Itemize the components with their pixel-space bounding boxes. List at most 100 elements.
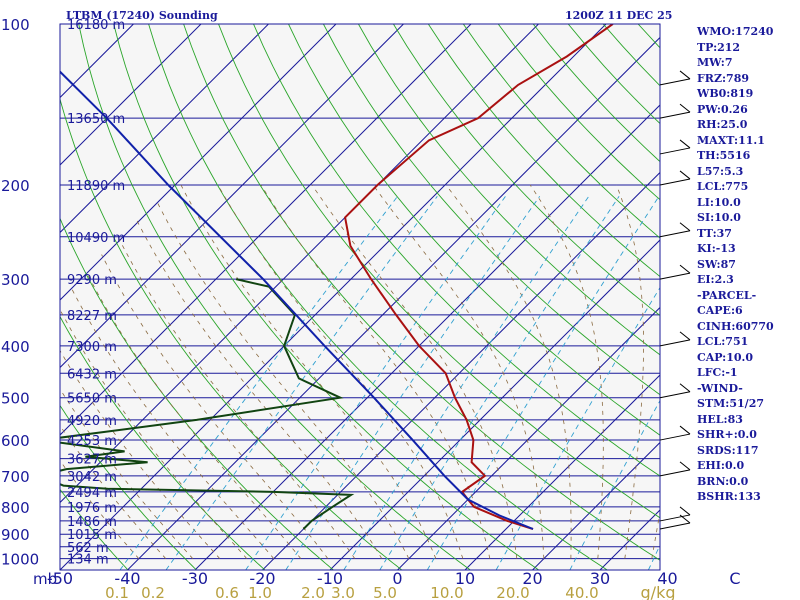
isotherm-line xyxy=(60,24,607,570)
plot-area xyxy=(60,24,660,570)
wind-barb-flag xyxy=(679,170,691,180)
stats-panel: WMO:17240 TP:212 MW:7 FRZ:789 WB0:819 PW:0.26… xyxy=(697,24,774,505)
stat-line: LFC:-1 xyxy=(697,366,738,379)
stat-line: KI:-13 xyxy=(697,242,736,255)
temperature-tick-label: 40 xyxy=(657,569,677,588)
height-label: 3627 m xyxy=(67,453,117,468)
dry-adiabat-line xyxy=(358,24,660,356)
mixing-ratio-tick-label: 0.2 xyxy=(141,584,165,600)
wind-barb xyxy=(659,339,691,347)
stat-line: BSHR:133 xyxy=(697,490,761,503)
dry-adiabat-line xyxy=(60,315,266,570)
stat-line: RH:25.0 xyxy=(697,118,748,131)
wind-barb xyxy=(659,514,691,522)
mixing-ratio-line xyxy=(379,196,620,570)
wind-barb-flag xyxy=(679,383,691,393)
isotherm-line xyxy=(532,441,660,570)
temperature-tick-label: 10 xyxy=(455,569,475,588)
pressure-tick-label: 1000 xyxy=(1,551,39,569)
mixing-ratio-tick-label: 3.0 xyxy=(331,584,355,600)
temperature-tick-label: 30 xyxy=(590,569,610,588)
mixing-ratio-line xyxy=(569,399,660,570)
moist-adiabat-line xyxy=(60,459,140,559)
stat-line: TH:5516 xyxy=(697,149,751,162)
height-label: 10490 m xyxy=(67,231,125,246)
height-label: 5650 m xyxy=(67,392,117,407)
dry-adiabat-line xyxy=(253,24,660,477)
moist-adiabat-line xyxy=(217,184,464,559)
wind-barb-flag xyxy=(679,461,691,471)
height-label: 4253 m xyxy=(67,434,117,449)
stat-line: SRDS:117 xyxy=(697,443,759,457)
wind-barb-flag xyxy=(679,506,691,516)
wind-barb xyxy=(659,272,691,280)
mixing-ratio-tick-label: 5.0 xyxy=(373,584,397,600)
wind-barb-flag xyxy=(679,425,691,435)
pressure-tick-label: 200 xyxy=(1,177,30,195)
mixing-ratio-line xyxy=(285,196,541,570)
height-label: 562 m xyxy=(67,541,109,556)
height-label: 1015 m xyxy=(67,528,117,543)
temperature-tick-label: C xyxy=(729,569,740,588)
isotherm-line xyxy=(329,239,660,570)
wind-barb xyxy=(659,178,691,186)
moist-adiabat-line xyxy=(372,184,545,559)
isotherm-line xyxy=(60,24,202,166)
stat-line: MW:7 xyxy=(697,56,733,69)
pressure-unit-label: mb xyxy=(33,570,57,588)
stat-line: CAP:10.0 xyxy=(697,350,754,364)
mixing-ratio-line xyxy=(119,196,398,570)
mixing-ratio-tick-label: 1.0 xyxy=(248,584,272,600)
wind-barb xyxy=(659,111,691,119)
mixing-ratio-tick-label: 20.0 xyxy=(496,584,529,600)
height-label: 3042 m xyxy=(67,470,117,485)
isotherm-line xyxy=(60,24,337,301)
mixing-ratio-tick-label: 2.0 xyxy=(301,584,325,600)
height-label: 11890 m xyxy=(67,179,125,194)
temperature-tick-label: -30 xyxy=(182,569,208,588)
height-label: 9290 m xyxy=(67,273,117,288)
dry-adiabat-line xyxy=(323,24,660,396)
temperature-tick-label: 0 xyxy=(392,569,402,588)
height-label: 134 m xyxy=(67,553,109,568)
wind-barb-flag xyxy=(679,222,691,232)
wind-barb xyxy=(659,230,691,238)
pressure-tick-label: 500 xyxy=(1,390,30,408)
mixing-ratio-tick-label: 10.0 xyxy=(430,584,463,600)
dry-adiabat-line xyxy=(60,404,197,570)
dry-adiabat-line xyxy=(78,24,471,570)
height-label: 1976 m xyxy=(67,501,117,516)
height-label: 7300 m xyxy=(67,340,117,355)
wind-barb-flag xyxy=(679,70,691,80)
stat-line: EI:2.3 xyxy=(697,273,734,286)
stat-line: HEL:83 xyxy=(697,412,743,426)
wind-barb xyxy=(659,469,691,477)
pressure-tick-label: 900 xyxy=(1,526,30,544)
temperature-tick-label: -50 xyxy=(47,569,73,588)
moist-adiabat-line xyxy=(260,184,491,559)
mixing-ratio-line xyxy=(165,196,438,570)
stat-line: CINH:60770 xyxy=(697,319,774,333)
mixing-ratio-tick-label: 40.0 xyxy=(565,584,598,600)
stat-line: WMO:17240 xyxy=(697,25,774,38)
isotherm-line xyxy=(397,306,660,570)
moist-adiabat-line xyxy=(529,184,604,559)
wind-barb-flag xyxy=(679,331,691,341)
series-parcel-line xyxy=(60,70,534,530)
isotherm-line xyxy=(194,104,660,570)
stat-line: SW:87 xyxy=(697,257,736,271)
stat-line: CAPE:6 xyxy=(697,304,743,317)
dry-adiabat-line xyxy=(113,24,539,570)
pressure-tick-label: 800 xyxy=(1,499,30,517)
series-dewpoint-line xyxy=(60,278,355,530)
stat-line: STM:51/27 xyxy=(697,397,764,410)
stat-line: LCL:775 xyxy=(697,180,749,193)
moist-adiabat-line xyxy=(445,184,572,559)
stat-line: EHI:0.0 xyxy=(697,459,745,472)
dry-adiabat-line xyxy=(427,24,660,278)
height-label: 13650 m xyxy=(67,112,125,127)
height-label: 6432 m xyxy=(67,367,117,382)
moist-adiabat-line xyxy=(85,271,302,559)
wind-barb xyxy=(659,522,691,530)
